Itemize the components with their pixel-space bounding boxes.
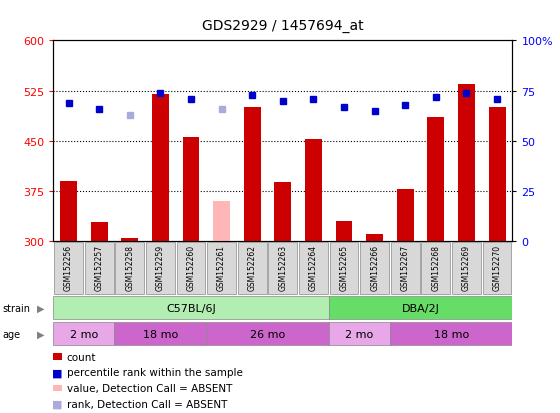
Text: 2 mo: 2 mo [69, 329, 98, 339]
Bar [122, 238, 138, 242]
Text: value, Detection Call = ABSENT: value, Detection Call = ABSENT [67, 383, 232, 393]
Text: ■: ■ [53, 368, 63, 377]
Text: strain: strain [3, 303, 31, 313]
Text: C57BL/6J: C57BL/6J [166, 303, 216, 313]
Text: GSM152269: GSM152269 [462, 244, 471, 290]
Bar [489, 108, 506, 242]
Bar [238, 243, 267, 294]
Bar [53, 322, 114, 345]
Text: ■: ■ [53, 399, 63, 409]
Text: GSM152261: GSM152261 [217, 244, 226, 290]
Bar [268, 243, 297, 294]
Text: GSM152258: GSM152258 [125, 244, 134, 290]
Bar [85, 243, 114, 294]
Text: DBA/2J: DBA/2J [402, 303, 440, 313]
Bar [114, 322, 206, 345]
Text: GSM152267: GSM152267 [401, 244, 410, 290]
Text: ▶: ▶ [36, 303, 44, 313]
Bar [329, 322, 390, 345]
Bar [244, 108, 260, 242]
Text: rank, Detection Call = ABSENT: rank, Detection Call = ABSENT [67, 399, 227, 409]
Bar [299, 243, 328, 294]
Text: GSM152266: GSM152266 [370, 244, 379, 290]
Text: GSM152262: GSM152262 [248, 244, 256, 290]
Text: GSM152259: GSM152259 [156, 244, 165, 290]
Bar [335, 221, 352, 242]
Text: GSM152265: GSM152265 [339, 244, 348, 290]
Bar [91, 223, 108, 242]
Bar [53, 297, 329, 320]
Bar [366, 235, 383, 242]
Bar [305, 140, 322, 242]
Text: GSM152260: GSM152260 [186, 244, 195, 290]
Bar [213, 202, 230, 242]
Bar [483, 243, 511, 294]
Text: count: count [67, 352, 96, 362]
Bar [146, 243, 175, 294]
Text: 26 mo: 26 mo [250, 329, 285, 339]
Text: GSM152264: GSM152264 [309, 244, 318, 290]
Text: GSM152268: GSM152268 [431, 244, 440, 290]
Bar [207, 243, 236, 294]
Text: ▶: ▶ [36, 329, 44, 339]
Bar [330, 243, 358, 294]
Text: GSM152263: GSM152263 [278, 244, 287, 290]
Bar [452, 243, 481, 294]
Bar [274, 183, 291, 242]
Text: GDS2929 / 1457694_at: GDS2929 / 1457694_at [202, 19, 363, 33]
Bar [115, 243, 144, 294]
Bar [329, 297, 512, 320]
Text: percentile rank within the sample: percentile rank within the sample [67, 368, 242, 377]
Bar [397, 190, 414, 242]
Text: 18 mo: 18 mo [143, 329, 178, 339]
Text: GSM152270: GSM152270 [493, 244, 502, 290]
Text: GSM152257: GSM152257 [95, 244, 104, 290]
Bar [183, 138, 199, 242]
Text: 2 mo: 2 mo [345, 329, 374, 339]
Bar [54, 243, 83, 294]
Bar [206, 322, 329, 345]
Bar [360, 243, 389, 294]
Bar [152, 95, 169, 242]
Bar [176, 243, 206, 294]
Bar [422, 243, 450, 294]
Bar [60, 182, 77, 242]
Bar [427, 118, 444, 242]
Bar [458, 85, 475, 242]
Text: 18 mo: 18 mo [433, 329, 469, 339]
Bar [391, 243, 419, 294]
Text: GSM152256: GSM152256 [64, 244, 73, 290]
Text: age: age [3, 329, 21, 339]
Bar [390, 322, 512, 345]
